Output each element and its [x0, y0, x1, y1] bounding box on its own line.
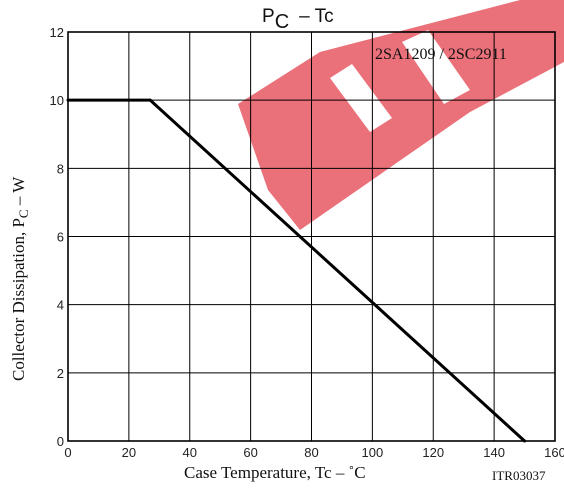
device-annotation: 2SA1209 / 2SC2911 [375, 46, 507, 63]
data-point [148, 98, 152, 102]
watermark-logo [238, 0, 564, 230]
y-tick-label: 8 [57, 161, 64, 176]
x-axis-ticks: 0 20 40 60 80 100 120 140 160 [64, 445, 564, 460]
y-tick-label: 6 [57, 230, 64, 245]
x-tick-label: 80 [304, 445, 318, 460]
y-tick-label: 4 [57, 298, 64, 313]
x-tick-label: 100 [362, 445, 384, 460]
x-tick-label: 20 [122, 445, 136, 460]
y-axis-label-main: Collector Dissipation, P [9, 218, 28, 381]
title-main: P [262, 6, 275, 27]
x-tick-label: 140 [483, 445, 505, 460]
y-tick-label: 0 [57, 434, 64, 449]
y-tick-label: 12 [50, 25, 64, 40]
x-axis-label: Case Temperature, Tc – ˚C [184, 463, 366, 482]
plot-frame [67, 31, 556, 442]
figure-code: ITR03037 [492, 468, 546, 483]
title-subscript: C [275, 11, 289, 33]
y-axis-label-subscript: C [16, 209, 31, 218]
chart-title: PC – Tc [262, 6, 334, 33]
title-rest: – Tc [299, 6, 334, 27]
y-tick-label: 10 [50, 93, 64, 108]
y-axis-label: Collector Dissipation, PC – W [9, 176, 31, 381]
y-tick-label: 2 [57, 366, 64, 381]
y-axis-label-rest: – W [9, 176, 28, 210]
data-point [523, 439, 527, 443]
x-tick-label: 40 [183, 445, 197, 460]
x-tick-label: 120 [422, 445, 444, 460]
data-points [66, 98, 527, 443]
x-tick-label: 160 [544, 445, 564, 460]
x-tick-label: 0 [64, 445, 71, 460]
y-axis-ticks: 0 2 4 6 8 10 12 [50, 25, 64, 449]
x-tick-label: 60 [243, 445, 257, 460]
data-point [66, 98, 70, 102]
